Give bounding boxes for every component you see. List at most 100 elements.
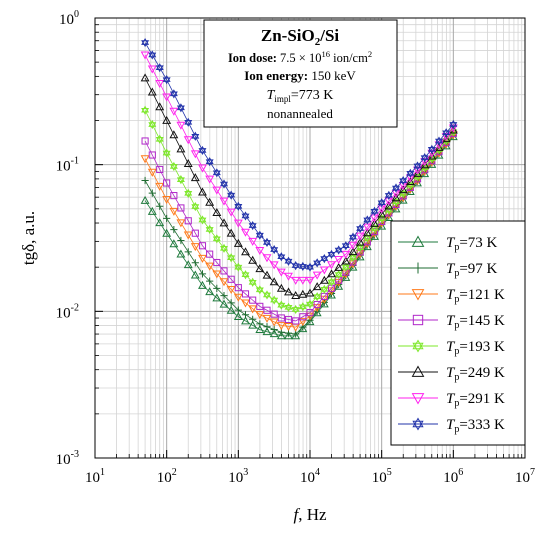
data-point <box>241 270 250 280</box>
data-point <box>184 248 192 256</box>
x-tick-label-1: 101 <box>85 467 105 486</box>
data-point <box>406 168 415 178</box>
data-point <box>140 195 150 204</box>
data-point <box>176 219 186 228</box>
legend-label: Tp=291 K <box>446 391 505 409</box>
data-point <box>163 214 171 223</box>
data-point <box>213 258 221 267</box>
data-point <box>176 121 186 130</box>
data-point <box>234 306 242 314</box>
data-point <box>227 275 235 283</box>
data-point <box>349 252 357 263</box>
data-point <box>313 258 322 268</box>
data-point <box>362 228 372 237</box>
data-point <box>177 236 185 245</box>
data-point <box>384 201 394 210</box>
data-point <box>370 218 379 227</box>
data-point <box>191 201 200 212</box>
legend-label: Tp=73 K <box>446 235 498 253</box>
legend-entry-5: Tp=193 K <box>398 339 505 357</box>
data-point <box>341 250 351 259</box>
data-point <box>198 270 207 278</box>
legend-entry-1: Tp=73 K <box>398 235 498 253</box>
series-layer <box>140 37 458 340</box>
data-point <box>306 262 314 272</box>
data-point <box>306 299 314 309</box>
data-point <box>411 289 425 301</box>
data-point <box>327 249 336 259</box>
data-point <box>327 290 336 299</box>
data-point <box>163 179 171 187</box>
data-point <box>341 262 350 272</box>
data-point <box>234 284 242 292</box>
data-point <box>262 327 272 336</box>
data-point <box>313 292 322 302</box>
data-point <box>248 305 258 314</box>
data-point <box>191 259 199 267</box>
data-point <box>263 237 271 247</box>
data-point <box>220 179 228 189</box>
data-point <box>184 217 192 225</box>
data-point <box>183 231 193 240</box>
data-point <box>334 262 344 271</box>
data-point <box>319 266 329 275</box>
data-point <box>147 65 157 74</box>
legend: Tp=73 K Tp=97 K Tp=121 K Tp=145 K Tp=193 K Tp… <box>390 220 526 446</box>
data-point <box>170 225 178 234</box>
data-point <box>269 329 279 338</box>
data-point <box>226 228 236 237</box>
data-point <box>169 207 179 216</box>
data-point <box>155 218 165 227</box>
data-point <box>334 269 343 280</box>
data-point <box>412 314 424 326</box>
data-point <box>399 176 408 186</box>
legend-entry-3: Tp=121 K <box>398 287 505 305</box>
data-point <box>213 284 221 292</box>
data-point <box>291 290 301 299</box>
data-point <box>226 305 236 314</box>
data-point <box>413 166 422 175</box>
data-point <box>377 198 386 208</box>
data-point <box>341 256 351 265</box>
data-point <box>327 269 336 278</box>
data-point <box>277 300 286 310</box>
data-point <box>276 331 286 340</box>
data-point <box>155 182 165 191</box>
data-point <box>277 252 286 262</box>
data-point <box>348 247 358 256</box>
data-point <box>155 102 165 111</box>
data-point <box>206 277 214 285</box>
info-title: Zn-SiO2/Si <box>261 26 340 48</box>
info-ion-dose: Ion dose: 7.5 × 1016 ion/cm2 <box>228 49 372 65</box>
data-point <box>284 287 293 296</box>
data-point <box>241 299 250 308</box>
data-point <box>255 311 265 320</box>
data-point <box>220 243 228 253</box>
data-point <box>391 193 401 202</box>
data-point <box>233 312 243 321</box>
x-tick-label-2: 102 <box>157 467 177 486</box>
data-point <box>284 302 293 312</box>
data-point <box>190 150 200 159</box>
data-point <box>356 223 365 234</box>
data-point <box>169 130 179 139</box>
data-point <box>306 309 314 317</box>
data-point <box>177 204 185 212</box>
data-point <box>169 161 178 172</box>
data-point <box>169 89 178 99</box>
data-point <box>227 190 236 200</box>
info-box-frame <box>203 19 398 128</box>
y-tick-label-1e0: 100 <box>59 9 79 28</box>
data-point <box>291 261 300 271</box>
data-point <box>276 322 286 331</box>
legend-label: Tp=249 K <box>446 365 505 383</box>
data-point <box>141 176 149 185</box>
data-point <box>305 276 315 285</box>
data-point <box>334 245 343 255</box>
data-point <box>162 228 172 237</box>
data-point <box>291 304 300 315</box>
data-point <box>183 136 193 145</box>
data-point <box>212 234 221 244</box>
data-point <box>256 302 264 310</box>
data-point <box>198 280 207 289</box>
